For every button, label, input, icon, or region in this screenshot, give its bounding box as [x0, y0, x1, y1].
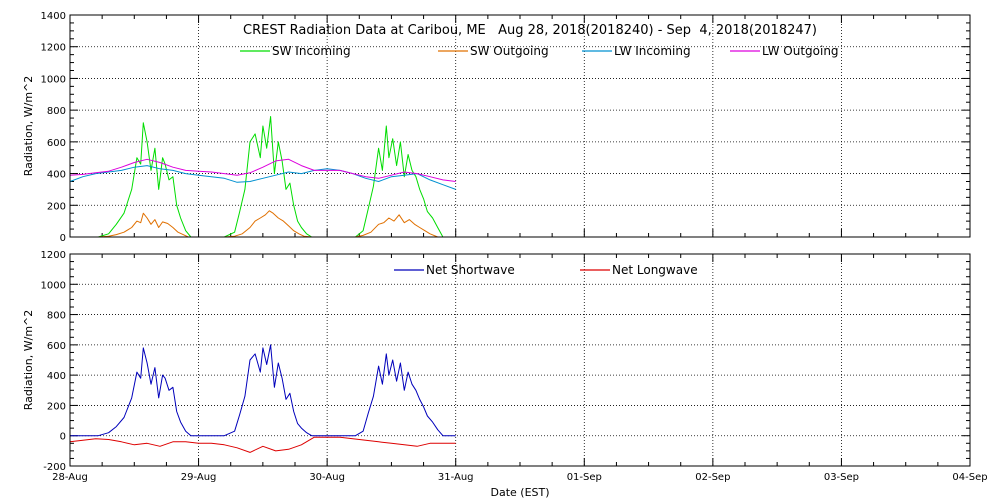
- series-line-sw-incoming: [98, 116, 444, 238]
- y-axis-label: Radiation, W/m^2: [22, 310, 35, 411]
- y-tick-label: 1000: [41, 74, 66, 85]
- series-line-net-shortwave: [70, 344, 456, 437]
- y-axis-label: Radiation, W/m^2: [22, 76, 35, 177]
- x-tick-label: 28-Aug: [52, 472, 88, 483]
- x-tick-label: 03-Sep: [824, 472, 859, 483]
- legend-label: LW Outgoing: [762, 44, 839, 58]
- series-line-sw-outgoing: [98, 210, 438, 238]
- x-tick-label: 29-Aug: [181, 472, 217, 483]
- plot-frame: [69, 14, 971, 238]
- bottom-panel: -200 0 200 400 600 800 1000 1200 Radiation, W/m^…: [22, 250, 988, 483]
- x-tick-label: 01-Sep: [567, 472, 602, 483]
- y-tick-label: 400: [47, 371, 66, 382]
- y-tick-label: 800: [47, 106, 66, 117]
- y-tick-label: 1000: [41, 280, 66, 291]
- y-tick-label: 600: [47, 341, 66, 352]
- legend-label: Net Longwave: [612, 263, 698, 277]
- y-tick-label: 1400: [41, 11, 66, 22]
- y-tick-label: 800: [47, 311, 66, 322]
- chart-title: CREST Radiation Data at Caribou, ME Aug …: [243, 23, 817, 38]
- series-line-lw-outgoing: [69, 158, 456, 182]
- y-tick-label: 1200: [41, 43, 66, 54]
- x-tick-label: 30-Aug: [309, 472, 345, 483]
- series-line-lw-incoming: [69, 165, 456, 190]
- x-tick-label: 04-Sep: [952, 472, 987, 483]
- x-tick-label: 31-Aug: [438, 472, 474, 483]
- series-line-net-longwave: [69, 436, 456, 453]
- y-tick-label: 200: [47, 401, 66, 412]
- y-tick-label: 400: [47, 170, 66, 181]
- legend-label: SW Incoming: [272, 44, 351, 58]
- top-panel: 0 200 400 600 800 1000 1200 1400 Radiation, W/m^…: [22, 11, 971, 244]
- y-tick-label: 1200: [41, 250, 66, 261]
- x-axis-label: Date (EST): [490, 486, 549, 499]
- legend-label: LW Incoming: [614, 44, 691, 58]
- y-tick-label: 600: [47, 138, 66, 149]
- plot-frame: [69, 253, 971, 467]
- y-tick-label: 0: [60, 432, 66, 443]
- legend-label: SW Outgoing: [470, 44, 549, 58]
- y-tick-label: 0: [60, 233, 66, 244]
- y-tick-label: -200: [43, 462, 66, 473]
- legend-label: Net Shortwave: [426, 263, 515, 277]
- y-tick-label: 200: [47, 201, 66, 212]
- x-tick-label: 02-Sep: [695, 472, 730, 483]
